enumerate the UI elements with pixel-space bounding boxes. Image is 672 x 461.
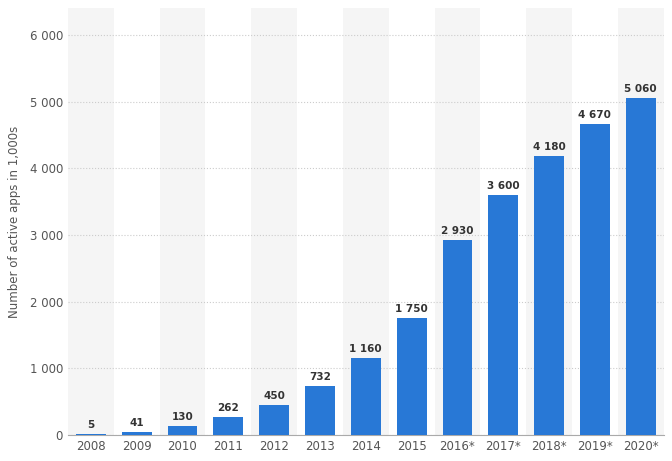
Text: 4 180: 4 180 bbox=[533, 142, 565, 152]
Bar bbox=[489, 195, 518, 435]
Y-axis label: Number of active apps in 1,000s: Number of active apps in 1,000s bbox=[8, 125, 22, 318]
Bar bbox=[343, 8, 388, 435]
Bar bbox=[259, 405, 289, 435]
Bar bbox=[618, 8, 664, 435]
Text: 5 060: 5 060 bbox=[624, 83, 657, 94]
Bar bbox=[435, 8, 480, 435]
Text: 732: 732 bbox=[309, 372, 331, 382]
Text: 4 670: 4 670 bbox=[579, 110, 612, 119]
Text: 1 750: 1 750 bbox=[395, 304, 428, 314]
Bar bbox=[251, 8, 297, 435]
Text: 5: 5 bbox=[87, 420, 95, 431]
Text: 3 600: 3 600 bbox=[487, 181, 519, 191]
Bar bbox=[526, 8, 572, 435]
Bar bbox=[214, 417, 243, 435]
Bar bbox=[68, 8, 114, 435]
Bar bbox=[122, 432, 152, 435]
Bar bbox=[580, 124, 610, 435]
Text: 130: 130 bbox=[171, 412, 194, 422]
Bar bbox=[443, 240, 472, 435]
Bar bbox=[159, 8, 206, 435]
Text: 41: 41 bbox=[129, 418, 144, 428]
Bar bbox=[167, 426, 198, 435]
Text: 1 160: 1 160 bbox=[349, 343, 382, 354]
Bar bbox=[396, 318, 427, 435]
Bar bbox=[305, 386, 335, 435]
Text: 2 930: 2 930 bbox=[442, 225, 474, 236]
Bar bbox=[534, 156, 564, 435]
Bar bbox=[626, 98, 656, 435]
Text: 450: 450 bbox=[263, 391, 285, 401]
Bar bbox=[351, 358, 380, 435]
Text: 262: 262 bbox=[218, 403, 239, 414]
